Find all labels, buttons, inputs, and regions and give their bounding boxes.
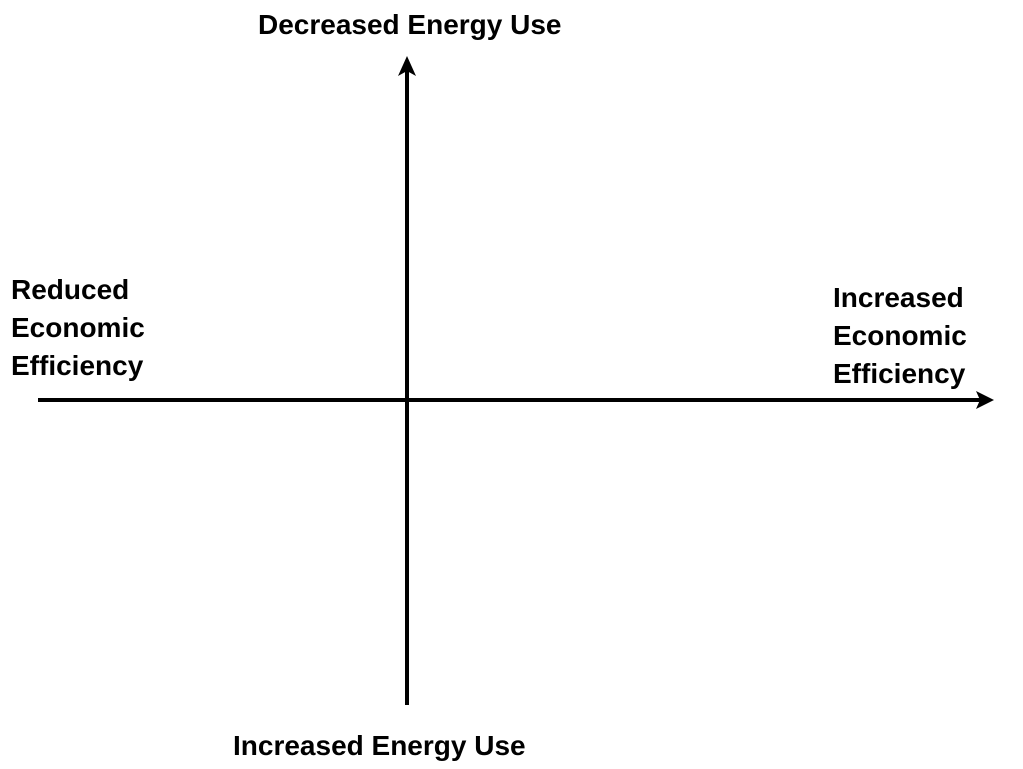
- left-label-line: Reduced: [11, 274, 130, 305]
- right-label-line: Increased: [833, 282, 964, 313]
- bottom-label-text: Increased Energy Use: [233, 730, 526, 761]
- horizontal-axis-left-label: Reduced Economic Efficiency: [11, 271, 145, 385]
- right-label-line: Economic: [833, 320, 967, 351]
- up-arrowhead-icon: [398, 56, 416, 76]
- left-label-line: Efficiency: [11, 350, 144, 381]
- left-label-line: Economic: [11, 312, 145, 343]
- right-label-line: Efficiency: [833, 358, 966, 389]
- vertical-axis-bottom-label: Increased Energy Use: [233, 727, 526, 765]
- top-label-text: Decreased Energy Use: [258, 9, 562, 40]
- horizontal-axis-right-label: Increased Economic Efficiency: [833, 279, 967, 393]
- vertical-axis-top-label: Decreased Energy Use: [258, 6, 562, 44]
- right-arrowhead-icon: [976, 391, 994, 409]
